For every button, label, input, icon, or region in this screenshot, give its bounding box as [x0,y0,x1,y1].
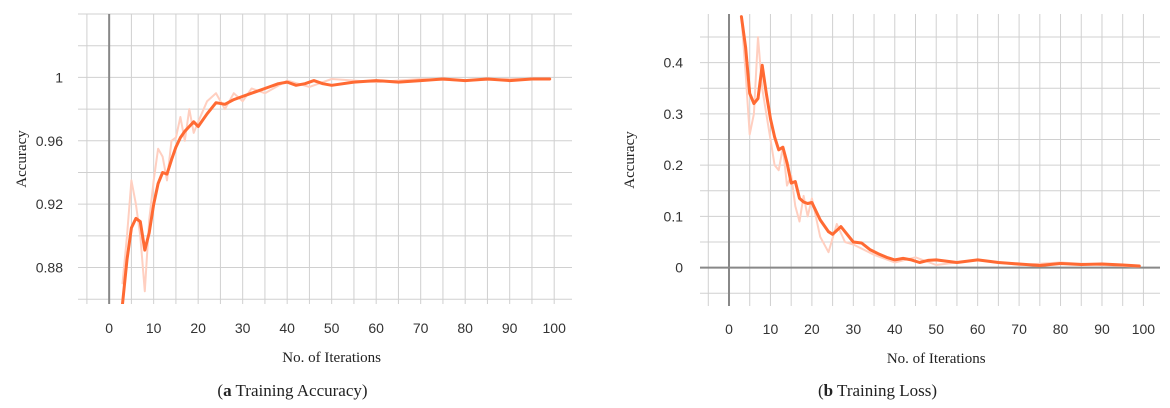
series-line-smoothed [739,15,1141,268]
x-axis-title: No. of Iterations [887,351,986,367]
x-tick-label: 40 [887,321,903,337]
x-axis-title: No. of Iterations [282,350,381,366]
caption-text: Training Accuracy [231,381,362,400]
caption-training-loss: (b Training Loss) [817,381,938,400]
x-tick-label: 50 [324,320,340,336]
caption-text: Training Loss [833,381,932,400]
y-axis-title: Accuracy [622,131,638,189]
y-axis-title: Accuracy [14,130,30,188]
x-tick-label: 100 [1132,321,1156,337]
y-tick-label: 0.3 [664,106,684,122]
series-line-raw [740,15,1141,268]
x-tick-label: 100 [543,320,567,336]
x-tick-label: 40 [279,320,295,336]
y-tick-label: 0.88 [36,260,63,276]
x-tick-label: 0 [105,320,113,336]
x-tick-label: 10 [146,320,162,336]
x-tick-label: 30 [235,320,251,336]
x-tick-label: 90 [502,320,518,336]
x-tick-label: 50 [928,321,944,337]
chart-training-loss: 0 0.1 0.2 0.3 0.4 0 10 20 30 40 50 60 70 80 90 100 No. o… [622,14,1160,367]
x-tick-label: 20 [804,321,820,337]
x-tick-label: 70 [413,320,429,336]
x-tick-label: 80 [457,320,473,336]
caption-letter: b [823,381,834,400]
y-tick-label: 0 [675,260,683,276]
y-tick-label: 0.4 [664,55,684,71]
x-tick-label: 20 [190,320,206,336]
grid [78,13,572,304]
caption-training-accuracy: (a Training Accuracy) [217,381,368,400]
chart-panel-training-accuracy: 0.88 0.92 0.96 1 0 10 20 30 40 50 60 70 80 90 100 No. o… [14,13,572,400]
caption-letter: a [223,381,232,400]
x-tick-label: 60 [970,321,986,337]
x-tick-label: 70 [1011,321,1027,337]
y-tick-label: 0.92 [36,196,63,212]
y-tick-label: 0.2 [664,157,684,173]
y-tick-label: 1 [55,69,63,85]
x-tick-label: 30 [846,321,862,337]
x-tick-label: 90 [1094,321,1110,337]
y-tick-label: 0.1 [664,208,684,224]
chart-panel-training-loss: 0 0.1 0.2 0.3 0.4 0 10 20 30 40 50 60 70 80 90 100 No. o… [585,0,1170,408]
series-line-smoothed [121,77,552,304]
x-tick-label: 60 [368,320,384,336]
y-tick-label: 0.96 [36,133,63,149]
series-line-raw [121,78,551,293]
x-tick-label: 0 [725,321,733,337]
x-tick-label: 10 [763,321,779,337]
x-tick-label: 80 [1053,321,1069,337]
